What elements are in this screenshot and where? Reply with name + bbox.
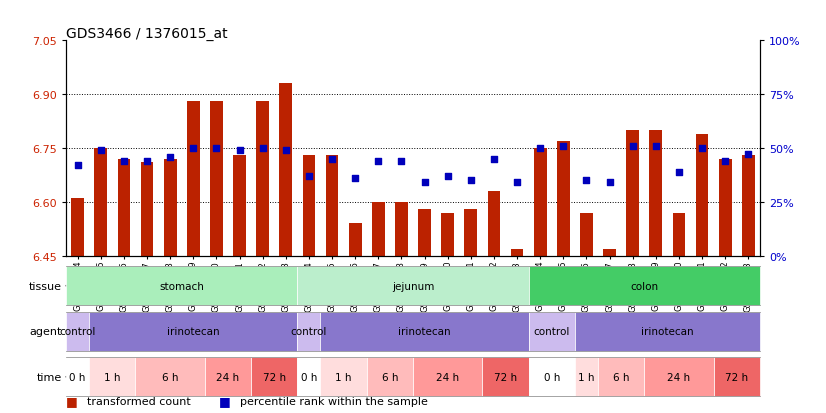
Bar: [71, 199, 84, 256]
Point: [302, 173, 316, 180]
Text: 6 h: 6 h: [162, 372, 178, 382]
Bar: [510, 249, 524, 256]
Point: [233, 147, 246, 154]
Text: percentile rank within the sample: percentile rank within the sample: [240, 396, 427, 406]
Point: [117, 158, 131, 165]
Text: GDS3466 / 1376015_at: GDS3466 / 1376015_at: [66, 27, 228, 41]
Text: 6 h: 6 h: [382, 372, 398, 382]
Text: ■: ■: [219, 394, 230, 407]
Text: control: control: [59, 326, 96, 337]
Point: [279, 147, 292, 154]
Bar: [325, 156, 339, 256]
Point: [256, 145, 269, 152]
Text: 72 h: 72 h: [725, 372, 748, 382]
Bar: [164, 159, 177, 256]
Text: ■: ■: [66, 394, 78, 407]
Bar: [464, 209, 477, 256]
Text: jejunum: jejunum: [392, 281, 434, 291]
Point: [649, 143, 662, 150]
Text: 72 h: 72 h: [494, 372, 517, 382]
Point: [464, 178, 477, 184]
Point: [395, 158, 408, 165]
Bar: [441, 213, 454, 256]
Point: [534, 145, 547, 152]
Point: [510, 180, 524, 186]
Text: tissue: tissue: [29, 281, 62, 291]
Point: [325, 156, 339, 163]
Bar: [742, 156, 755, 256]
Point: [580, 178, 593, 184]
Point: [210, 145, 223, 152]
Bar: [279, 84, 292, 256]
Bar: [187, 102, 200, 256]
Bar: [557, 142, 570, 256]
Text: time: time: [36, 372, 62, 382]
Bar: [418, 209, 431, 256]
Text: 1 h: 1 h: [578, 372, 595, 382]
Text: 0 h: 0 h: [69, 372, 86, 382]
Point: [164, 154, 177, 161]
Bar: [603, 249, 616, 256]
Bar: [372, 202, 385, 256]
Text: irinotecan: irinotecan: [641, 326, 694, 337]
Bar: [210, 102, 223, 256]
Point: [441, 173, 454, 180]
Point: [719, 158, 732, 165]
Point: [372, 158, 385, 165]
Text: 6 h: 6 h: [613, 372, 629, 382]
Point: [187, 145, 200, 152]
Text: irinotecan: irinotecan: [167, 326, 220, 337]
Text: control: control: [291, 326, 327, 337]
Point: [695, 145, 709, 152]
Text: colon: colon: [630, 281, 658, 291]
Bar: [256, 102, 269, 256]
Point: [626, 143, 639, 150]
Text: control: control: [534, 326, 570, 337]
Text: 0 h: 0 h: [544, 372, 560, 382]
Text: 24 h: 24 h: [216, 372, 240, 382]
Bar: [672, 213, 686, 256]
Text: 1 h: 1 h: [335, 372, 352, 382]
Bar: [302, 156, 316, 256]
Text: 24 h: 24 h: [436, 372, 459, 382]
Bar: [580, 213, 593, 256]
Text: agent: agent: [30, 326, 62, 337]
Point: [487, 156, 501, 163]
Bar: [487, 192, 501, 256]
Bar: [94, 149, 107, 256]
Bar: [649, 131, 662, 256]
Text: 72 h: 72 h: [263, 372, 286, 382]
Bar: [395, 202, 408, 256]
Bar: [719, 159, 732, 256]
Text: transformed count: transformed count: [87, 396, 191, 406]
Bar: [117, 159, 131, 256]
Bar: [233, 156, 246, 256]
Bar: [349, 224, 362, 256]
Point: [557, 143, 570, 150]
Point: [418, 180, 431, 186]
Point: [672, 169, 686, 176]
Bar: [626, 131, 639, 256]
Point: [742, 152, 755, 159]
Point: [94, 147, 107, 154]
Point: [71, 163, 84, 169]
Text: 0 h: 0 h: [301, 372, 317, 382]
Text: irinotecan: irinotecan: [398, 326, 451, 337]
Bar: [140, 163, 154, 256]
Bar: [695, 134, 709, 256]
Bar: [534, 149, 547, 256]
Text: 24 h: 24 h: [667, 372, 691, 382]
Point: [349, 176, 362, 182]
Point: [603, 180, 616, 186]
Text: stomach: stomach: [159, 281, 204, 291]
Point: [140, 158, 154, 165]
Text: 1 h: 1 h: [104, 372, 121, 382]
